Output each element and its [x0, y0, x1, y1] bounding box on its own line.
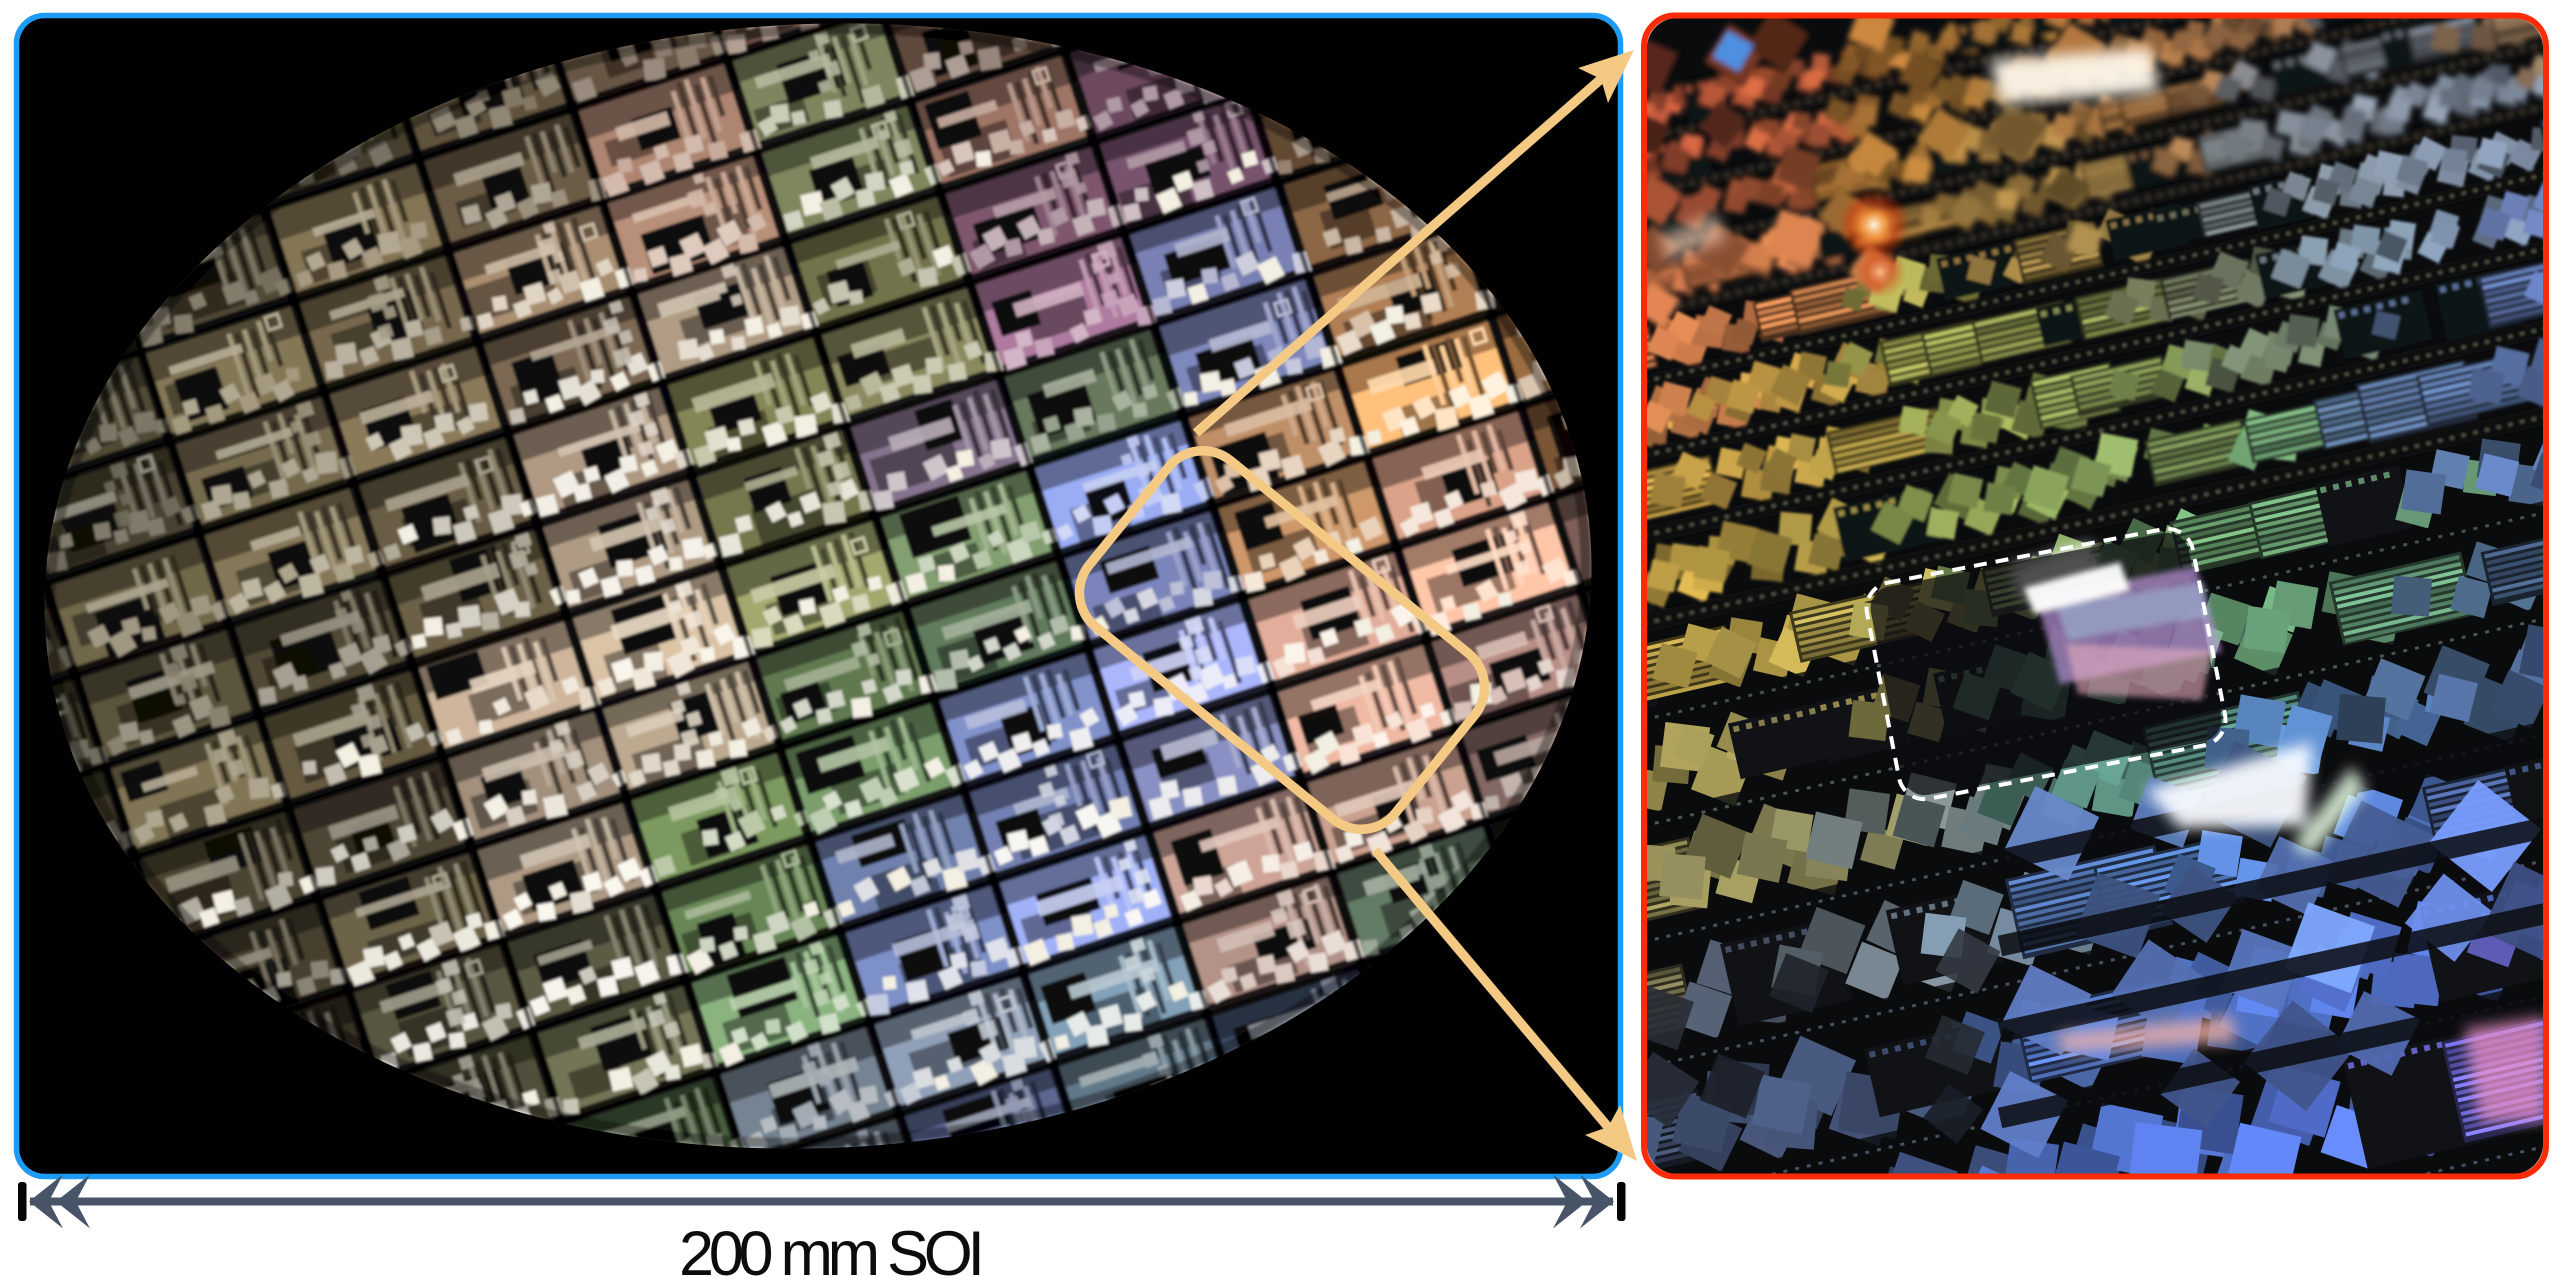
svg-text:200 mm SOI: 200 mm SOI: [679, 1219, 985, 1283]
